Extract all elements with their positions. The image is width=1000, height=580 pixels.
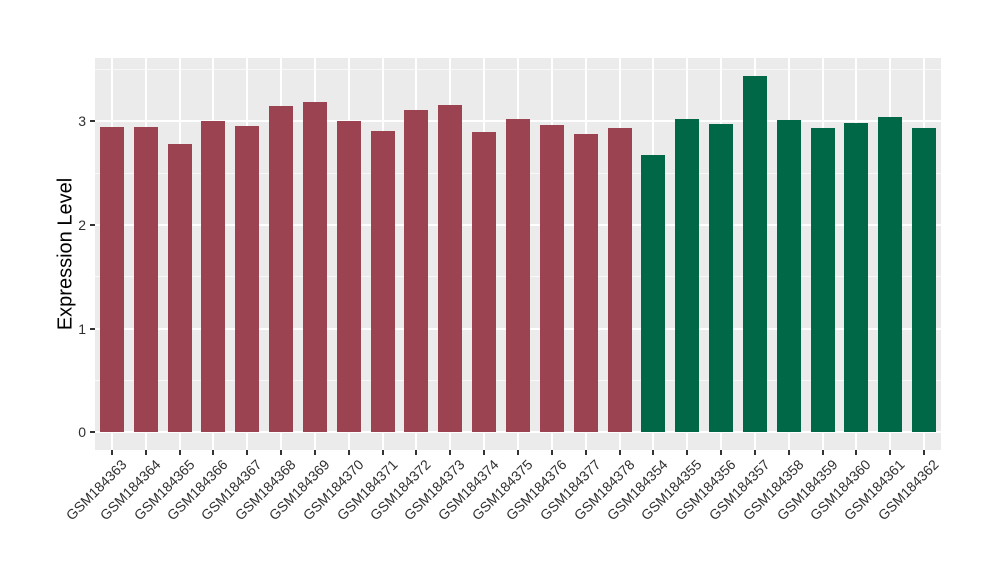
x-tick xyxy=(652,450,655,455)
bar xyxy=(641,154,666,433)
x-tick xyxy=(517,450,519,455)
y-tick xyxy=(90,224,95,227)
bar xyxy=(167,144,192,433)
bar xyxy=(506,119,530,433)
y-tick xyxy=(90,431,95,434)
x-tick xyxy=(889,450,892,455)
bar xyxy=(302,101,327,433)
x-tick xyxy=(720,450,723,455)
bar xyxy=(573,133,598,433)
x-tick xyxy=(280,450,283,455)
x-tick xyxy=(347,450,350,455)
y-tick xyxy=(90,327,95,330)
x-tick xyxy=(246,450,249,455)
x-tick xyxy=(821,450,824,455)
x-tick xyxy=(618,450,621,455)
x-tick xyxy=(550,450,553,455)
bar xyxy=(404,110,429,433)
bar xyxy=(878,117,903,433)
bar xyxy=(269,105,294,433)
x-tick xyxy=(855,450,858,455)
x-tick xyxy=(584,450,587,455)
y-tick-label: 1 xyxy=(78,320,86,337)
bar xyxy=(810,127,835,433)
y-tick xyxy=(90,120,95,123)
bar xyxy=(133,126,158,433)
x-tick xyxy=(313,450,316,455)
bar xyxy=(370,130,395,433)
bar xyxy=(675,119,700,433)
y-tick-label: 3 xyxy=(78,113,86,130)
x-tick xyxy=(415,450,418,455)
bar xyxy=(438,104,463,433)
bar xyxy=(709,123,734,433)
x-tick xyxy=(178,450,181,455)
bar xyxy=(472,131,497,433)
bar xyxy=(539,124,564,433)
y-axis-title: Expression Level xyxy=(54,177,77,331)
bar xyxy=(235,125,260,433)
y-tick-label: 0 xyxy=(78,424,86,441)
bar xyxy=(201,121,226,433)
bar xyxy=(776,120,801,433)
bar xyxy=(336,121,361,433)
x-tick xyxy=(381,450,384,455)
bar xyxy=(912,127,937,433)
y-tick-label: 2 xyxy=(78,217,86,234)
x-tick xyxy=(110,450,113,455)
x-tick xyxy=(787,450,790,455)
x-tick xyxy=(212,450,215,455)
x-tick xyxy=(753,450,756,455)
plot-panel xyxy=(95,58,941,450)
x-tick xyxy=(144,450,147,455)
bar xyxy=(844,122,869,433)
x-tick xyxy=(483,450,486,455)
x-tick xyxy=(923,450,926,455)
bar xyxy=(742,75,767,433)
x-tick xyxy=(686,450,689,455)
x-tick xyxy=(449,450,452,455)
bar xyxy=(607,127,632,433)
bar xyxy=(99,126,124,433)
